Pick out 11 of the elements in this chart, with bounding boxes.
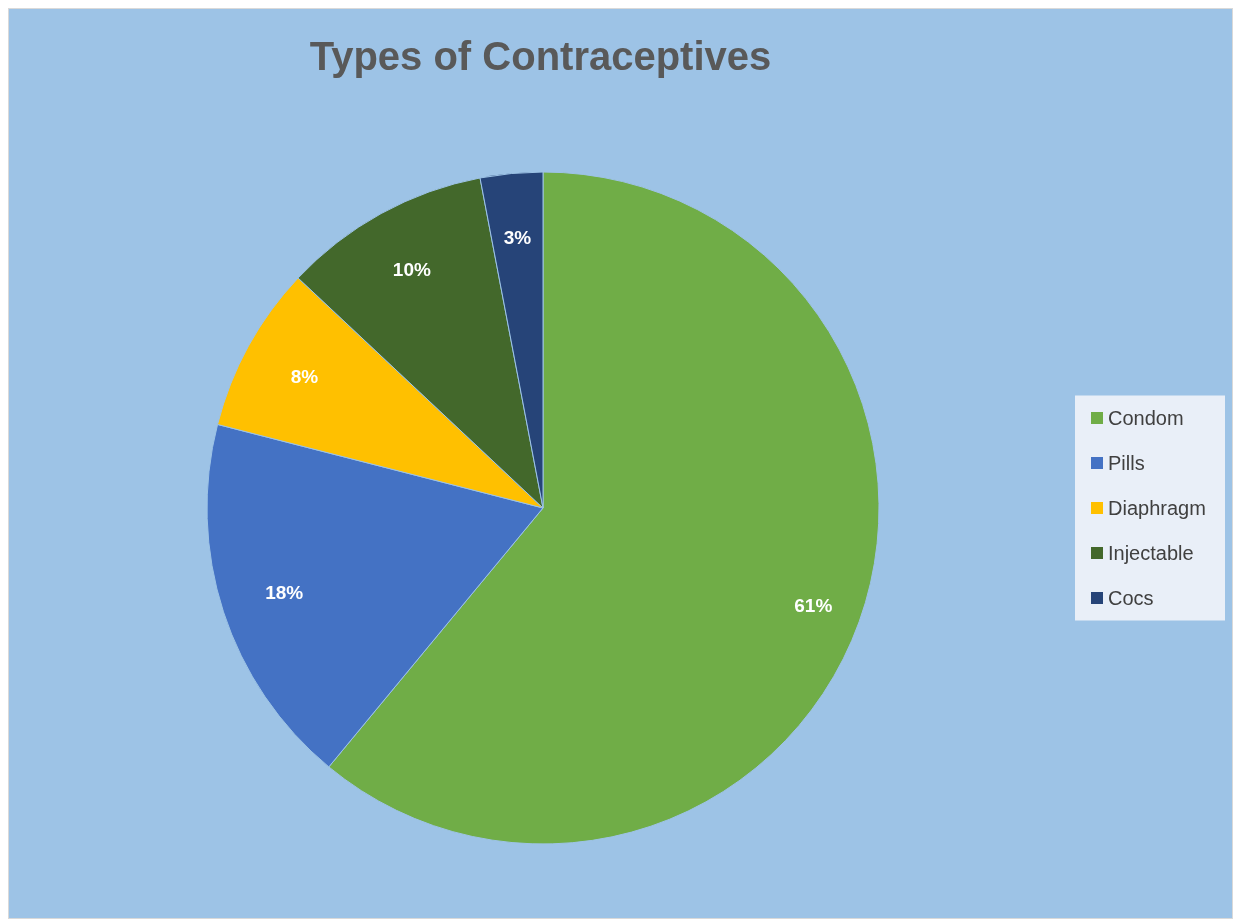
legend-label: Injectable [1108,542,1194,564]
chart-title: Types of Contraceptives [309,34,772,78]
legend-label: Condom [1108,407,1184,429]
data-label: 18% [265,581,304,603]
legend-label: Pills [1108,452,1145,474]
data-label: 8% [290,366,319,388]
data-label: 3% [503,226,532,248]
legend-label: Cocs [1108,587,1154,609]
data-label: 10% [392,259,431,280]
data-label: 61% [794,594,833,616]
legend-label: Diaphragm [1108,497,1206,519]
